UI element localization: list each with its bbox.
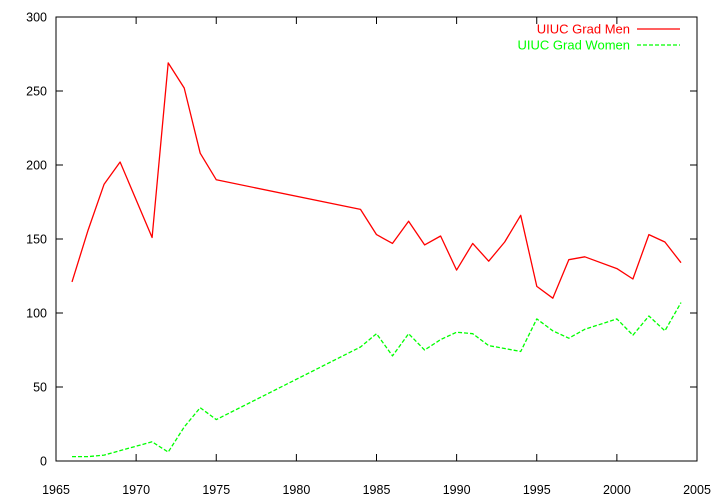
x-tick-label: 1995: [523, 483, 551, 497]
axis-ticks: 1965 1970 1975 1980 1985 1990 1995 2000 2005 0 50 1…: [26, 11, 711, 498]
x-tick-label: 1990: [443, 483, 471, 497]
y-tick-label: 250: [26, 85, 47, 99]
series-line-uiuc-grad-men: [71, 62, 682, 299]
legend-label-uiuc-grad-women: UIUC Grad Women: [518, 38, 630, 53]
x-tick-label: 1980: [282, 483, 310, 497]
y-tick-label: 200: [26, 159, 47, 173]
series-lines: [71, 62, 682, 458]
x-tick-label: 1985: [363, 483, 391, 497]
series-line-uiuc-grad-women: [72, 302, 682, 458]
y-tick-label: 50: [33, 381, 47, 395]
legend-label-uiuc-grad-men: UIUC Grad Men: [537, 22, 630, 37]
y-tick-label: 150: [26, 233, 47, 247]
x-tick-label: 1965: [42, 483, 70, 497]
y-tick-label: 300: [26, 11, 47, 25]
x-tick-label: 2005: [683, 483, 711, 497]
x-tick-label: 1975: [202, 483, 230, 497]
plot-frame: [55, 16, 698, 462]
y-tick-label: 0: [40, 455, 47, 469]
x-tick-label: 2000: [603, 483, 631, 497]
x-tick-label: 1970: [122, 483, 150, 497]
y-tick-label: 100: [26, 307, 47, 321]
